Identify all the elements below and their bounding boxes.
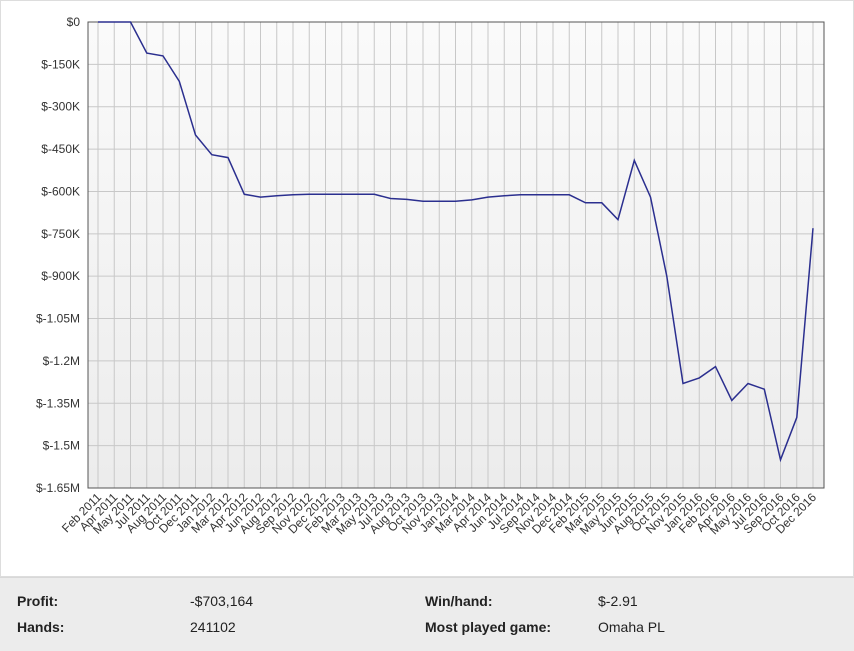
- stats-panel: Profit: -$703,164 Win/hand: $-2.91 Hands: 241…: [0, 577, 854, 651]
- y-tick-label: $0: [67, 15, 81, 29]
- stat-value: Omaha PL: [598, 619, 665, 635]
- chart: $0 $-150K $-300K $-450K $-600K $-750K $-900K $-…: [0, 0, 854, 577]
- stat-label: Profit:: [17, 593, 59, 609]
- line-series: [98, 21, 814, 463]
- stat-value: $-2.91: [598, 593, 638, 609]
- y-tick-label: $-1.05M: [36, 312, 80, 326]
- stat-label: Hands:: [17, 619, 65, 635]
- stat-value: 241102: [190, 619, 236, 635]
- plot-border: [87, 21, 825, 489]
- y-tick-label: $-750K: [41, 227, 80, 241]
- y-tick-label: $-450K: [41, 142, 80, 156]
- y-tick-label: $-900K: [41, 269, 80, 283]
- stat-label: Win/hand:: [425, 593, 493, 609]
- y-tick-label: $-1.65M: [36, 481, 80, 495]
- y-tick-label: $-300K: [41, 100, 80, 114]
- y-tick-label: $-600K: [41, 184, 80, 198]
- stat-value: -$703,164: [190, 593, 254, 609]
- y-tick-label: $-1.5M: [43, 439, 80, 453]
- y-tick-label: $-1.2M: [43, 354, 80, 368]
- y-tick-label: $-150K: [41, 57, 80, 71]
- stat-label: Most played game:: [425, 619, 552, 635]
- y-tick-label: $-1.35M: [36, 396, 80, 410]
